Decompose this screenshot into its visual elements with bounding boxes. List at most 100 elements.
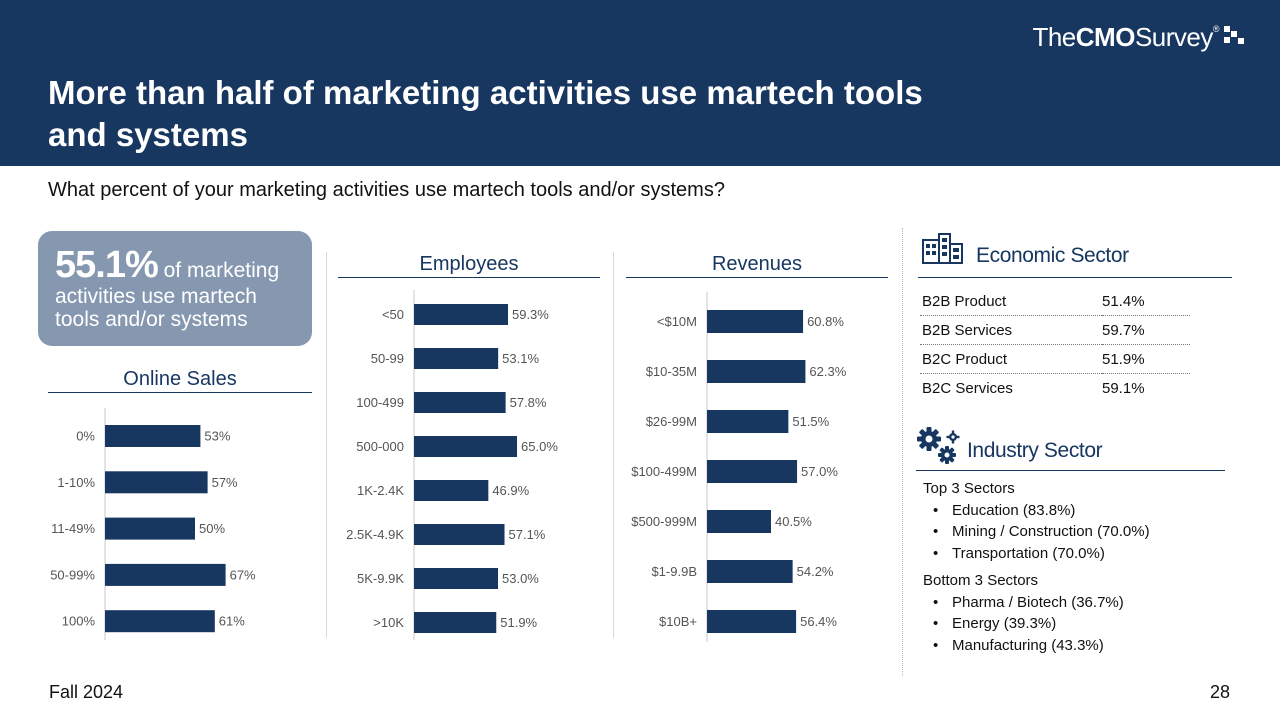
category-label: <50 (382, 307, 404, 322)
bar (105, 517, 195, 540)
category-label: 1K-2.4K (357, 483, 404, 498)
industry-sector-rule (916, 470, 1225, 471)
bar (105, 563, 226, 586)
buildings-icon (922, 233, 963, 264)
industry-sector-list: Top 3 Sectors Education (83.8%) Mining /… (923, 478, 1150, 662)
bar (414, 612, 497, 633)
employees-rule (338, 277, 600, 278)
category-label: 50-99% (50, 567, 95, 582)
data-label: 51.9% (500, 615, 537, 630)
gears-icon (917, 427, 960, 464)
list-item: Energy (39.3%) (933, 613, 1150, 635)
sector-value: 51.9% (1102, 344, 1190, 374)
list-item: Transportation (70.0%) (933, 543, 1150, 565)
industry-sector-title: Industry Sector (967, 439, 1103, 462)
sector-value: 59.7% (1102, 315, 1190, 345)
bar (414, 304, 508, 325)
revenues-chart: <$10M 60.8% $10-35M 62.3% $26-99M 51.5% $100-4… (631, 292, 847, 642)
cmo-survey-logo: The CMO Survey ® (1032, 22, 1246, 53)
online-sales-title: Online Sales (123, 368, 237, 390)
sector-name: B2B Services (920, 315, 1102, 345)
bar (707, 460, 798, 483)
economic-sector-table: B2B Product 51.4% B2B Services 59.7% B2C Pro… (920, 287, 1190, 402)
data-label: 57% (212, 475, 238, 490)
bar (414, 392, 506, 413)
online-sales-rule (48, 392, 312, 393)
category-label: $100-499M (631, 464, 697, 479)
headline-text-inline: of marketing (163, 259, 280, 282)
bar (105, 425, 201, 447)
category-label: 50-99 (371, 351, 404, 366)
category-label: 100% (62, 614, 96, 629)
data-label: 62.3% (809, 364, 846, 379)
bottom-sectors-heading: Bottom 3 Sectors (923, 572, 1039, 589)
economic-sector-rule (918, 277, 1232, 278)
data-label: 57.0% (801, 464, 838, 479)
header-banner: More than half of marketing activities u… (0, 0, 1280, 166)
list-item: Education (83.8%) (933, 500, 1150, 522)
category-label: >10K (373, 615, 404, 630)
data-label: 57.8% (510, 395, 547, 410)
top-sectors-list: Education (83.8%) Mining / Construction … (923, 500, 1150, 565)
list-item: Manufacturing (43.3%) (933, 635, 1150, 657)
table-row: B2C Services 59.1% (920, 374, 1190, 403)
category-label: 2.5K-4.9K (346, 527, 404, 542)
category-label: $26-99M (646, 414, 697, 429)
employees-chart: <50 59.3% 50-99 53.1% 100-499 57.8% 500-000 65.… (346, 290, 558, 640)
bar (707, 610, 797, 633)
data-label: 56.4% (800, 614, 837, 629)
list-item: Mining / Construction (70.0%) (933, 521, 1150, 543)
category-label: 100-499 (356, 395, 404, 410)
bar (105, 471, 208, 494)
bar (414, 568, 499, 589)
bar (414, 524, 505, 545)
data-label: 53.0% (502, 571, 539, 586)
employees-title: Employees (419, 253, 519, 275)
category-label: 1-10% (57, 475, 95, 490)
bar (414, 480, 489, 501)
category-label: $1-9.9B (651, 564, 697, 579)
data-label: 61% (219, 614, 245, 629)
page-number: 28 (1209, 682, 1230, 702)
sector-name: B2B Product (920, 287, 1102, 316)
sector-name: B2C Product (920, 344, 1102, 374)
sector-name: B2C Services (922, 379, 1013, 397)
bar (414, 348, 499, 369)
data-label: 59.3% (512, 307, 549, 322)
economic-sector-title: Economic Sector (976, 244, 1129, 267)
section-divider (902, 228, 903, 676)
bottom-sectors-list: Pharma / Biotech (36.7%) Energy (39.3%) … (923, 592, 1150, 657)
category-label: $10-35M (646, 364, 697, 379)
headline-text: activities use martech tools and/or syst… (55, 285, 257, 331)
sector-value: 51.4% (1102, 287, 1190, 316)
category-label: 500-000 (356, 439, 404, 454)
logo-dots-icon (1222, 22, 1246, 48)
online-sales-chart: 0% 53% 1-10% 57% 11-49% 50% 50-99% 67% 100% 61% (50, 408, 256, 640)
bar (707, 310, 804, 333)
category-label: $10B+ (659, 614, 697, 629)
survey-question: What percent of your marketing activitie… (48, 179, 725, 201)
headline-stat-card: 55.1% of marketing activities use martec… (38, 231, 312, 346)
data-label: 53% (204, 429, 230, 444)
data-label: 60.8% (807, 314, 844, 329)
bar (707, 410, 789, 433)
bar (414, 436, 518, 457)
category-label: 0% (76, 429, 95, 444)
bar (707, 510, 771, 533)
bar (707, 360, 806, 383)
data-label: 54.2% (797, 564, 834, 579)
bar (105, 610, 215, 633)
data-label: 67% (230, 567, 256, 582)
page-title: More than half of marketing activities u… (48, 74, 923, 153)
revenues-rule (626, 277, 888, 278)
revenues-title: Revenues (711, 253, 803, 275)
category-label: <$10M (657, 314, 697, 329)
sector-value: 59.1% (1102, 379, 1145, 397)
data-label: 51.5% (792, 414, 829, 429)
table-row: B2B Services 59.7% (920, 315, 1190, 345)
bar (707, 560, 793, 583)
category-label: $500-999M (631, 514, 697, 529)
data-label: 40.5% (775, 514, 812, 529)
category-label: 5K-9.9K (357, 571, 404, 586)
data-label: 53.1% (502, 351, 539, 366)
